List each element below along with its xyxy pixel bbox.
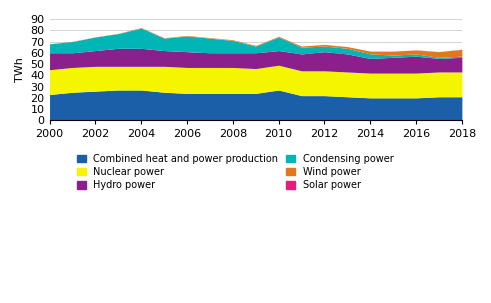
Y-axis label: TWh: TWh (15, 57, 25, 82)
Legend: Combined heat and power production, Nuclear power, Hydro power, Condensing power: Combined heat and power production, Nucl… (77, 154, 393, 191)
